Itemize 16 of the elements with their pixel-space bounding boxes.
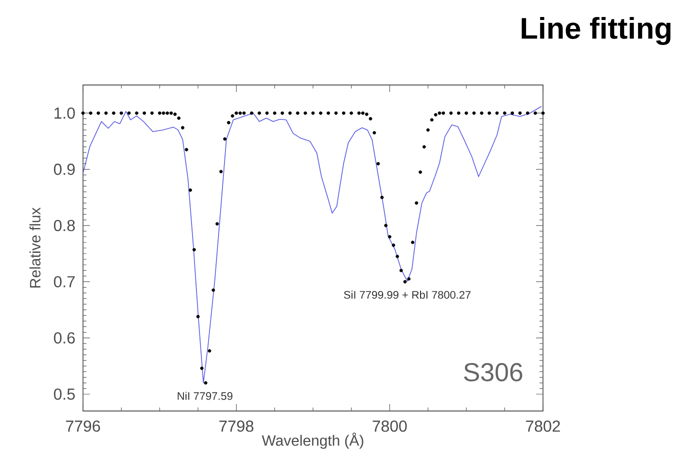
y-tick-label: 0.8 [54, 220, 75, 232]
chart-title: Line fitting [522, 17, 670, 45]
y-tick-label: 0.6 [54, 332, 75, 344]
x-axis-title: Wavelength (Å) [262, 432, 364, 449]
x-tick-label: 7796 [66, 420, 100, 432]
y-tick-label: 1.0 [54, 107, 75, 119]
y-tick-label: 0.9 [54, 164, 75, 175]
annotation: S306 [464, 363, 522, 382]
y-tick-label: 0.5 [54, 388, 75, 400]
y-tick-label: 0.7 [54, 276, 75, 288]
x-tick-label: 7800 [372, 420, 407, 432]
x-tick-label: 7802 [526, 420, 560, 432]
annotation: SiI 7799.99 + RbI 7800.27 [344, 290, 471, 299]
annotation: NiI 7797.59 [178, 392, 232, 400]
x-tick-label: 7798 [219, 420, 254, 432]
y-axis-title: Relative flux [30, 207, 40, 288]
